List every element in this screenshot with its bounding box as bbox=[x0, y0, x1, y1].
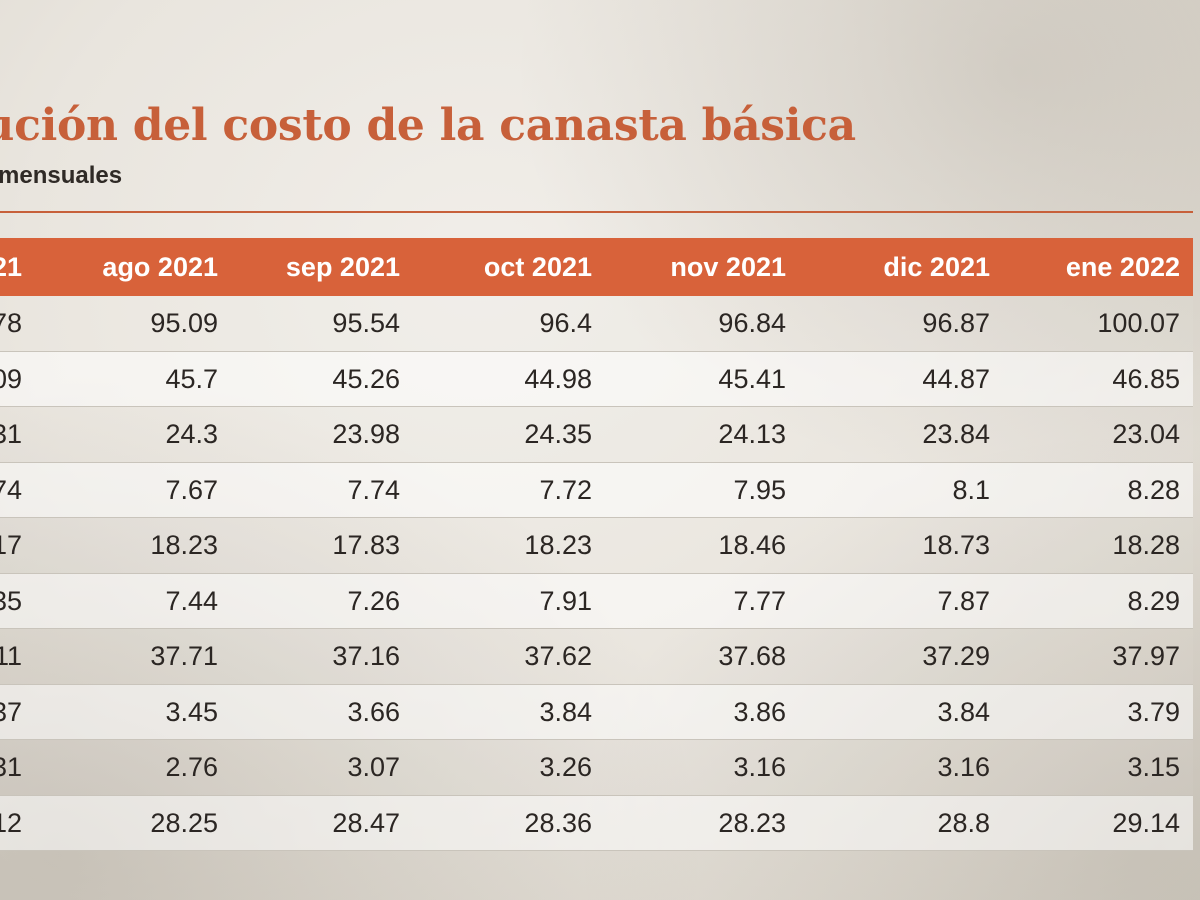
column-header: ene 2022 bbox=[1065, 252, 1180, 282]
table-cell: 24.35 bbox=[524, 419, 592, 449]
table-cell: 100.07 bbox=[1097, 308, 1180, 338]
table-cell: 23.84 bbox=[922, 419, 990, 449]
table-cell: 8.29 bbox=[1127, 585, 1180, 616]
table-cell: 7.77 bbox=[733, 585, 786, 616]
table-cell: 37.29 bbox=[922, 641, 990, 671]
table-cell: 7.26 bbox=[347, 585, 400, 616]
table-cell: 7.95 bbox=[733, 474, 786, 505]
table-row: 37 3.45 3.66 3.84 3.86 3.84 3.79 bbox=[0, 684, 1193, 740]
table-cell: 37.97 bbox=[1112, 641, 1180, 671]
table-cell: 11 bbox=[0, 641, 22, 671]
table-cell: 31 bbox=[0, 419, 22, 449]
column-header: sep 2021 bbox=[285, 252, 400, 282]
table-cell: 7.44 bbox=[165, 585, 218, 616]
column-header: ago 2021 bbox=[102, 252, 218, 282]
table-cell: 24.3 bbox=[165, 419, 218, 449]
table-row: 12 28.25 28.47 28.36 28.23 28.8 29.14 bbox=[0, 795, 1193, 851]
table-cell: 17.83 bbox=[332, 530, 400, 560]
table-cell: 3.86 bbox=[733, 696, 786, 727]
table-cell: 23.98 bbox=[332, 419, 400, 449]
table-cell: 18.46 bbox=[718, 530, 786, 560]
table-cell: 17 bbox=[0, 530, 22, 560]
table-cell: 74 bbox=[0, 474, 22, 505]
table-cell: 37.62 bbox=[524, 641, 592, 671]
table-row: 35 7.44 7.26 7.91 7.77 7.87 8.29 bbox=[0, 573, 1193, 629]
table-cell: 3.16 bbox=[733, 752, 786, 782]
table-cell: 28.47 bbox=[332, 807, 400, 838]
table-cell: 3.84 bbox=[937, 696, 990, 727]
table-cell: 29.14 bbox=[1112, 807, 1180, 838]
table-row: 11 37.71 37.16 37.62 37.68 37.29 37.97 bbox=[0, 629, 1193, 685]
table-cell: 96.84 bbox=[718, 308, 786, 338]
table-cell: 7.87 bbox=[937, 585, 990, 616]
title-area: lución del costo de la canasta básica bbox=[0, 90, 1200, 160]
table-cell: 31 bbox=[0, 752, 22, 782]
table-cell: 24.13 bbox=[718, 419, 786, 449]
chart-title: lución del costo de la canasta básica bbox=[0, 100, 856, 151]
table-body: 78 95.09 95.54 96.4 96.84 96.87 100.07 09 45.7 45… bbox=[0, 296, 1193, 851]
table-row: 31 24.3 23.98 24.35 24.13 23.84 23.04 bbox=[0, 407, 1193, 463]
table-cell: 95.54 bbox=[332, 308, 400, 338]
title-divider bbox=[0, 211, 1193, 213]
table-cell: 45.7 bbox=[165, 363, 218, 394]
table-row: 78 95.09 95.54 96.4 96.84 96.87 100.07 bbox=[0, 296, 1193, 352]
table-cell: 09 bbox=[0, 363, 22, 394]
table-cell: 96.87 bbox=[922, 308, 990, 338]
table-cell: 12 bbox=[0, 807, 22, 838]
chart-subtitle: s mensuales bbox=[0, 162, 123, 189]
table-cell: 8.1 bbox=[952, 474, 990, 505]
table-row: 17 18.23 17.83 18.23 18.46 18.73 18.28 bbox=[0, 518, 1193, 574]
table-cell: 95.09 bbox=[150, 308, 218, 338]
table-cell: 3.26 bbox=[539, 752, 592, 782]
table-cell: 18.73 bbox=[922, 530, 990, 560]
table-cell: 37.16 bbox=[332, 641, 400, 671]
column-header: 21 bbox=[0, 252, 22, 282]
table-cell: 78 bbox=[0, 308, 22, 338]
table-header-row: 21 ago 2021 sep 2021 oct 2021 nov 2021 d… bbox=[0, 238, 1193, 296]
table-cell: 18.28 bbox=[1112, 530, 1180, 560]
table-cell: 28.8 bbox=[937, 807, 990, 838]
table-cell: 28.25 bbox=[150, 807, 218, 838]
table-cell: 96.4 bbox=[539, 308, 592, 338]
table-cell: 45.26 bbox=[332, 363, 400, 394]
table-cell: 3.84 bbox=[539, 696, 592, 727]
table-cell: 44.87 bbox=[922, 363, 990, 394]
table-cell: 18.23 bbox=[524, 530, 592, 560]
table-cell: 3.79 bbox=[1127, 696, 1180, 727]
data-table: 21 ago 2021 sep 2021 oct 2021 nov 2021 d… bbox=[0, 238, 1193, 851]
table-cell: 37.68 bbox=[718, 641, 786, 671]
column-header: dic 2021 bbox=[883, 252, 990, 282]
table-cell: 37 bbox=[0, 696, 22, 727]
table-cell: 23.04 bbox=[1112, 419, 1180, 449]
table-cell: 3.66 bbox=[347, 696, 400, 727]
table-cell: 2.76 bbox=[165, 752, 218, 782]
column-header: oct 2021 bbox=[483, 252, 592, 282]
table-cell: 7.91 bbox=[539, 585, 592, 616]
table-cell: 7.67 bbox=[165, 474, 218, 505]
table-cell: 3.16 bbox=[937, 752, 990, 782]
column-header: nov 2021 bbox=[670, 252, 786, 282]
table-cell: 44.98 bbox=[524, 363, 592, 394]
table-row: 31 2.76 3.07 3.26 3.16 3.16 3.15 bbox=[0, 740, 1193, 796]
table-cell: 37.71 bbox=[150, 641, 218, 671]
table-cell: 18.23 bbox=[150, 530, 218, 560]
subtitle-area: s mensuales bbox=[0, 162, 400, 198]
table-cell: 7.72 bbox=[539, 474, 592, 505]
table-cell: 28.23 bbox=[718, 807, 786, 838]
table-cell: 3.45 bbox=[165, 696, 218, 727]
table-cell: 35 bbox=[0, 585, 22, 616]
table-row: 09 45.7 45.26 44.98 45.41 44.87 46.85 bbox=[0, 351, 1193, 407]
table-cell: 28.36 bbox=[524, 807, 592, 838]
table-cell: 3.07 bbox=[347, 752, 400, 782]
table-cell: 46.85 bbox=[1112, 363, 1180, 394]
table-cell: 45.41 bbox=[718, 363, 786, 394]
table-cell: 7.74 bbox=[347, 474, 400, 505]
table-cell: 3.15 bbox=[1127, 752, 1180, 782]
table-cell: 8.28 bbox=[1127, 474, 1180, 505]
table-row: 74 7.67 7.74 7.72 7.95 8.1 8.28 bbox=[0, 462, 1193, 518]
